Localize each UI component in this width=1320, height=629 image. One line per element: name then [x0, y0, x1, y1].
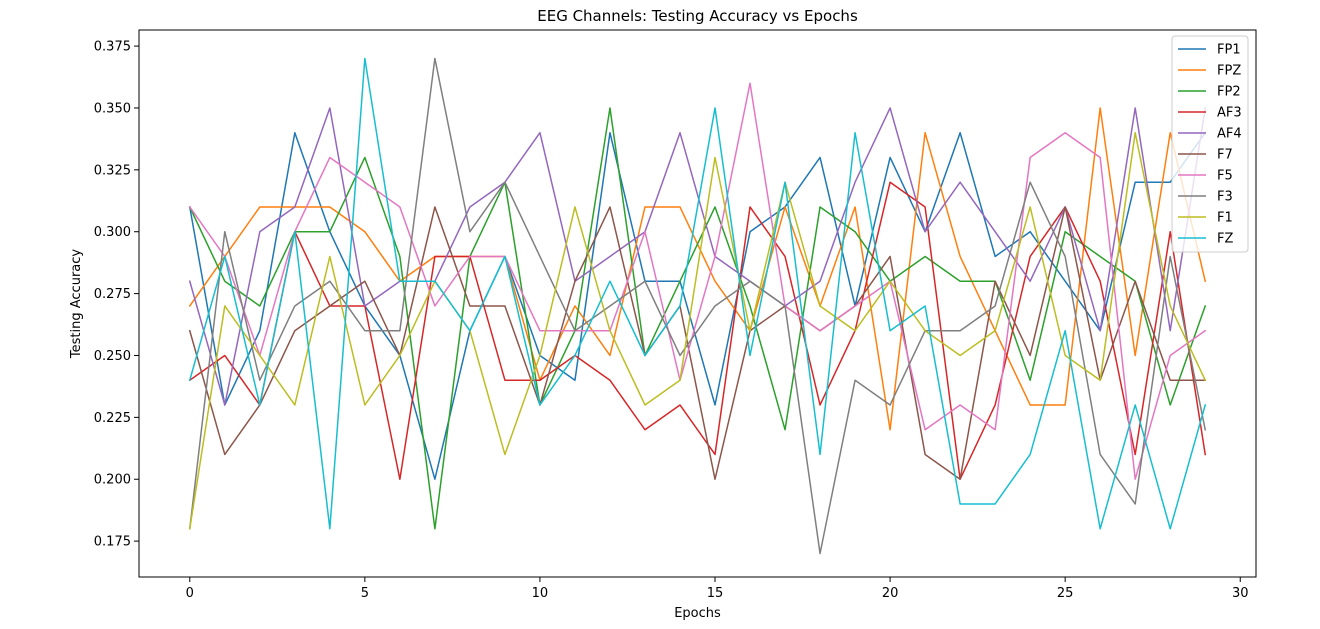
x-tick-label: 30: [1232, 586, 1249, 601]
x-tick-label: 0: [186, 586, 194, 601]
legend-label: F1: [1217, 211, 1233, 226]
y-axis-label: Testing Accuracy: [69, 249, 84, 359]
legend-label: F7: [1217, 148, 1233, 163]
y-tick-label: 0.300: [94, 225, 131, 240]
legend-label: FPZ: [1217, 64, 1241, 79]
y-tick-label: 0.325: [94, 163, 131, 178]
series-line-af4: [188, 107, 1207, 406]
y-axis: 0.175 0.200 0.225 0.250 0.275 0.300 0.325 0.350…: [94, 40, 139, 550]
y-tick-label: 0.175: [94, 535, 131, 550]
legend: FP1 FPZ FP2 AF3 AF4 F7 F5 F3 F1 FZ: [1171, 35, 1249, 253]
y-tick-label: 0.250: [94, 349, 131, 364]
series-layer: [188, 57, 1207, 555]
legend-label: FP2: [1217, 85, 1241, 100]
legend-label: F5: [1217, 169, 1233, 184]
legend-label: FP1: [1217, 43, 1241, 58]
x-tick-label: 15: [707, 586, 724, 601]
plot-frame: [138, 29, 1257, 578]
y-tick-label: 0.375: [94, 40, 131, 55]
series-line-fp1: [188, 131, 1207, 480]
legend-box: [1171, 35, 1249, 253]
series-line-fz: [188, 57, 1207, 530]
legend-label: FZ: [1217, 232, 1233, 247]
x-axis-label: Epochs: [674, 606, 721, 621]
series-line-af3: [188, 181, 1207, 480]
x-tick-label: 5: [361, 586, 369, 601]
legend-label: AF4: [1217, 127, 1242, 142]
x-axis: 0 5 10 15 20 25 30: [186, 577, 1249, 601]
series-line-fp2: [188, 107, 1207, 530]
legend-label: AF3: [1217, 106, 1242, 121]
chart-title: EEG Channels: Testing Accuracy vs Epochs: [537, 7, 858, 25]
series-line-f7: [188, 206, 1206, 480]
y-tick-label: 0.275: [94, 287, 131, 302]
series-line-f1: [188, 131, 1207, 530]
x-tick-label: 20: [882, 586, 899, 601]
legend-label: F3: [1217, 190, 1233, 205]
series-line-f3: [188, 57, 1207, 555]
y-tick-label: 0.225: [94, 411, 131, 426]
series-line-f5: [188, 82, 1207, 480]
x-tick-label: 25: [1057, 586, 1074, 601]
x-tick-label: 10: [532, 586, 549, 601]
y-tick-label: 0.200: [94, 473, 131, 488]
y-tick-label: 0.350: [94, 101, 131, 116]
